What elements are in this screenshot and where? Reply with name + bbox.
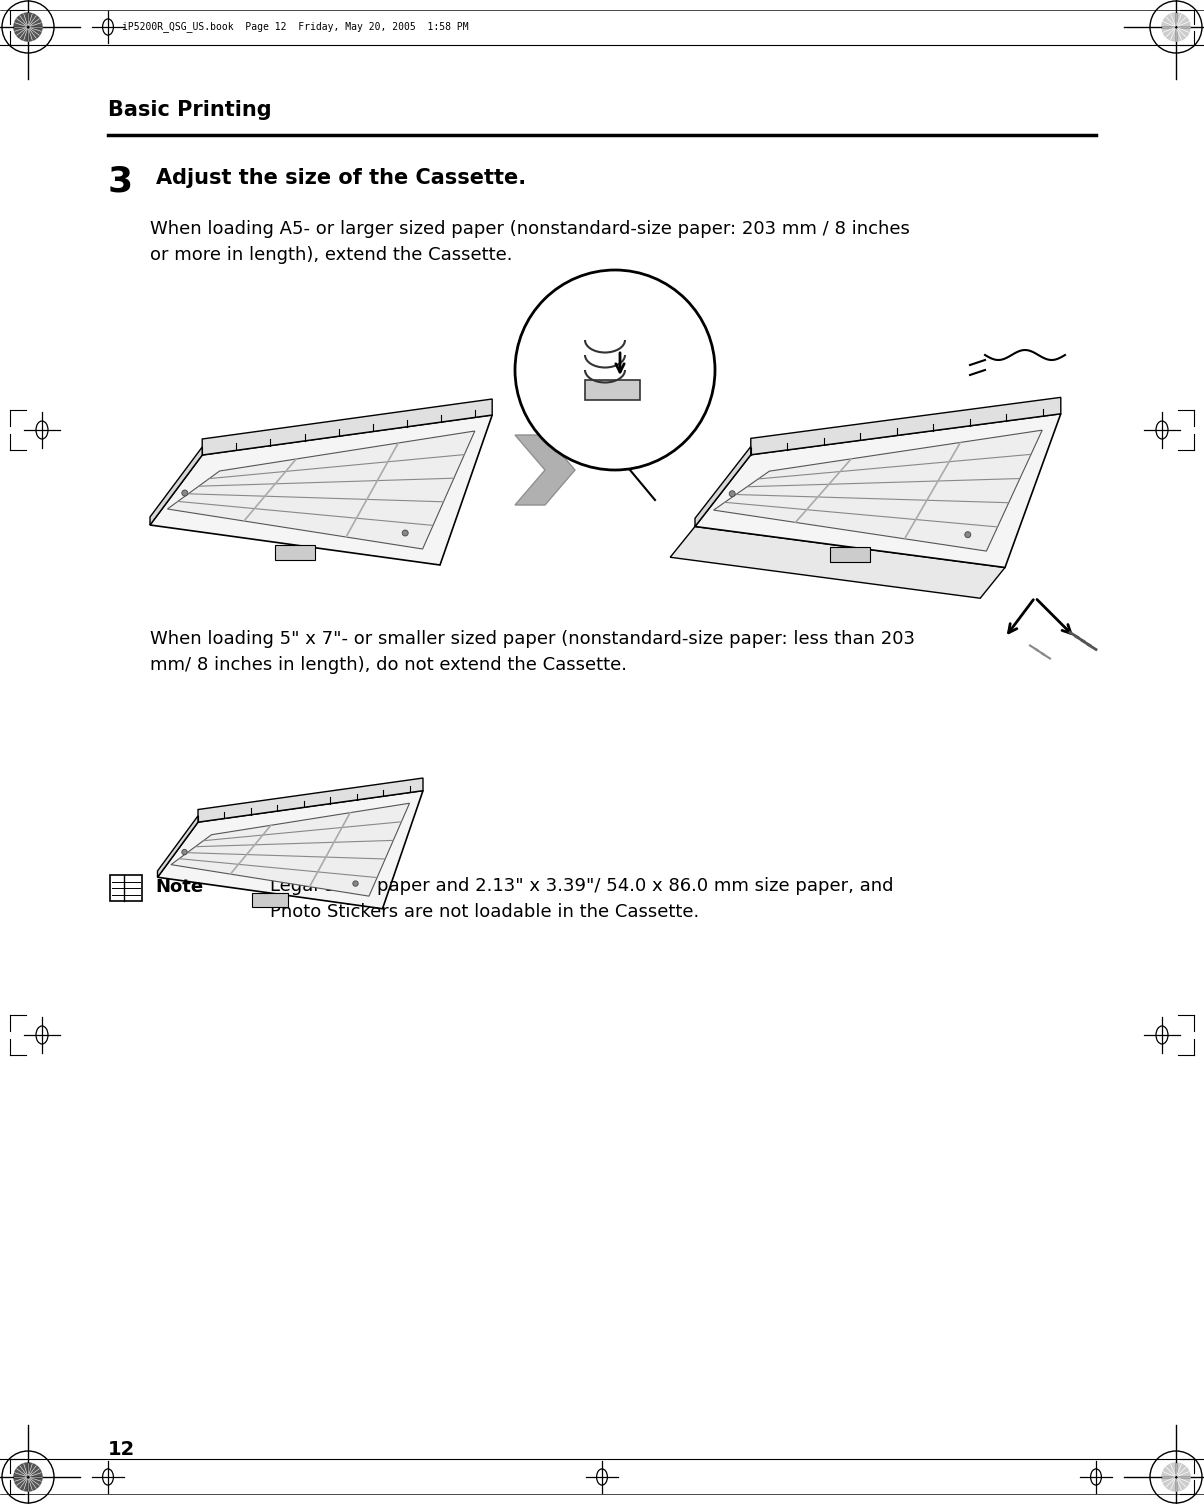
- Polygon shape: [695, 414, 1061, 567]
- Circle shape: [515, 271, 715, 469]
- Polygon shape: [14, 14, 42, 41]
- Text: Legal-sized paper and 2.13" x 3.39"/ 54.0 x 86.0 mm size paper, and: Legal-sized paper and 2.13" x 3.39"/ 54.…: [270, 877, 893, 895]
- Circle shape: [182, 850, 187, 854]
- Polygon shape: [1162, 1463, 1190, 1490]
- Polygon shape: [158, 791, 423, 908]
- Polygon shape: [197, 778, 423, 823]
- Polygon shape: [150, 447, 202, 525]
- Text: Adjust the size of the Cassette.: Adjust the size of the Cassette.: [157, 168, 526, 188]
- Circle shape: [182, 490, 188, 496]
- Text: Note: Note: [155, 878, 203, 896]
- FancyBboxPatch shape: [110, 875, 142, 901]
- Polygon shape: [252, 893, 288, 907]
- Text: 12: 12: [108, 1439, 135, 1459]
- Circle shape: [964, 532, 970, 538]
- Text: mm/ 8 inches in length), do not extend the Cassette.: mm/ 8 inches in length), do not extend t…: [150, 656, 627, 674]
- Text: Photo Stickers are not loadable in the Cassette.: Photo Stickers are not loadable in the C…: [270, 902, 700, 920]
- Text: iP5200R_QSG_US.book  Page 12  Friday, May 20, 2005  1:58 PM: iP5200R_QSG_US.book Page 12 Friday, May …: [122, 21, 468, 33]
- Polygon shape: [585, 381, 641, 400]
- Polygon shape: [167, 432, 474, 549]
- Text: 3: 3: [108, 165, 134, 199]
- Polygon shape: [1162, 14, 1190, 41]
- Polygon shape: [695, 447, 751, 526]
- Polygon shape: [515, 435, 576, 505]
- Text: When loading A5- or larger sized paper (nonstandard-size paper: 203 mm / 8 inche: When loading A5- or larger sized paper (…: [150, 220, 910, 238]
- Circle shape: [402, 529, 408, 535]
- Circle shape: [353, 881, 359, 886]
- Circle shape: [730, 490, 736, 496]
- Polygon shape: [671, 526, 1005, 599]
- Polygon shape: [202, 399, 492, 456]
- Polygon shape: [751, 397, 1061, 454]
- Text: Basic Printing: Basic Printing: [108, 99, 272, 120]
- Polygon shape: [14, 1463, 42, 1490]
- Polygon shape: [158, 815, 197, 877]
- Polygon shape: [830, 547, 870, 562]
- Text: or more in length), extend the Cassette.: or more in length), extend the Cassette.: [150, 247, 513, 265]
- Polygon shape: [150, 415, 492, 566]
- Polygon shape: [714, 430, 1043, 550]
- Polygon shape: [275, 544, 315, 559]
- Text: When loading 5" x 7"- or smaller sized paper (nonstandard-size paper: less than : When loading 5" x 7"- or smaller sized p…: [150, 630, 915, 648]
- Polygon shape: [171, 803, 409, 896]
